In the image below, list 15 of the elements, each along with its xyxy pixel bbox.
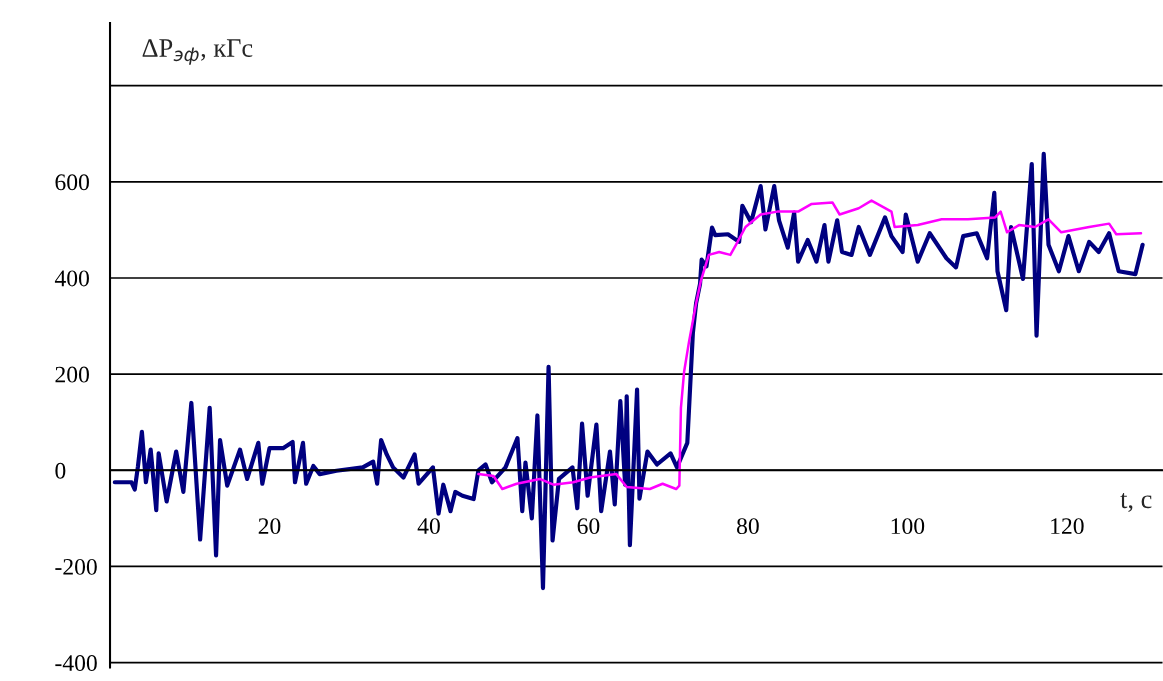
- x-tick-label: 80: [737, 518, 759, 535]
- x-axis-title: t, с: [1120, 493, 1152, 512]
- x-tick-label: 40: [417, 518, 440, 535]
- x-tick-label: 100: [891, 518, 925, 535]
- y-tick-label: 400: [54, 270, 89, 287]
- y-tick-label: -400: [55, 655, 97, 671]
- x-tick-label: 20: [258, 518, 281, 535]
- x-tick-label: 120: [1051, 518, 1084, 535]
- y-tick-label: 0: [55, 462, 66, 479]
- line-series: [477, 199, 1143, 491]
- y-tick-label: 600: [55, 174, 89, 191]
- x-tick-label: 60: [577, 518, 600, 535]
- y-axis-title: ΔP$_{эф}$, кГс: [142, 39, 253, 65]
- y-tick-label: -200: [55, 558, 97, 575]
- y-tick-label: 200: [55, 366, 89, 383]
